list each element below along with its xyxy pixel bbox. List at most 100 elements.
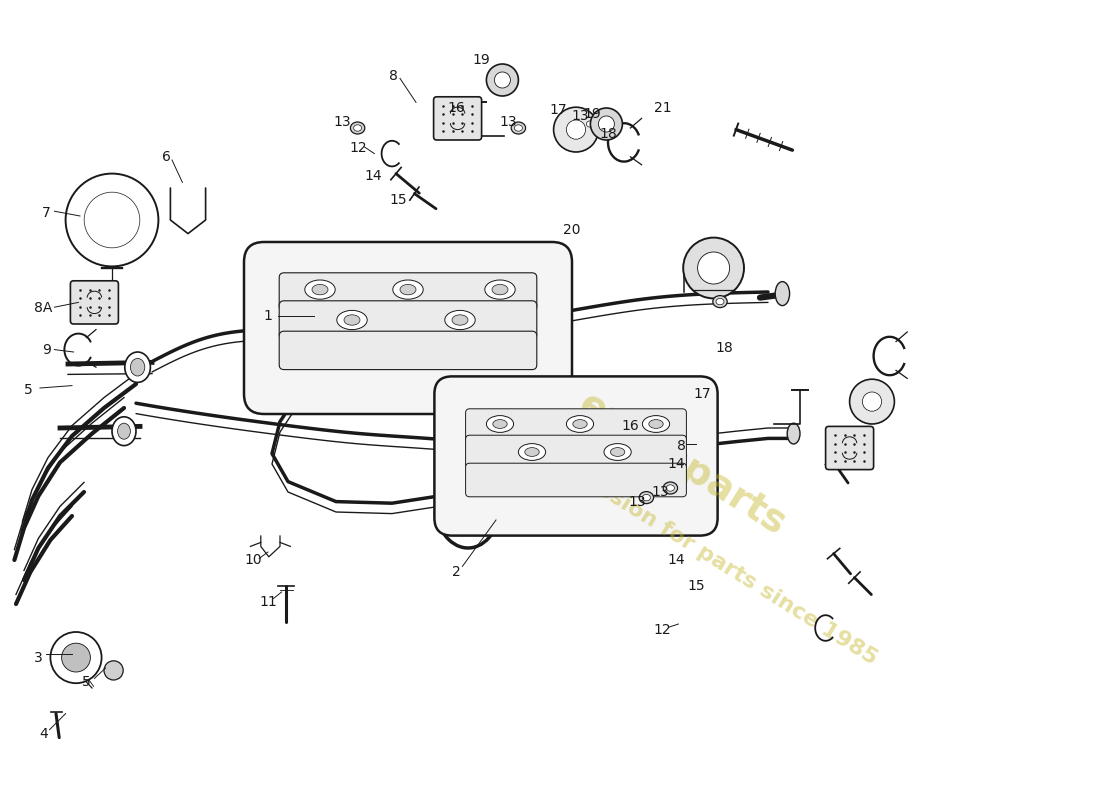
Ellipse shape <box>393 280 424 299</box>
Ellipse shape <box>604 443 631 460</box>
Text: 14: 14 <box>668 457 685 471</box>
Ellipse shape <box>351 122 365 134</box>
Text: 13: 13 <box>571 109 588 123</box>
Ellipse shape <box>444 310 475 330</box>
Ellipse shape <box>118 423 131 439</box>
Circle shape <box>591 108 623 140</box>
Ellipse shape <box>112 417 136 446</box>
Text: 2: 2 <box>452 565 461 579</box>
Text: eurosparts: eurosparts <box>571 385 793 543</box>
Ellipse shape <box>305 280 336 299</box>
Ellipse shape <box>485 280 515 299</box>
Ellipse shape <box>486 416 514 432</box>
Text: 17: 17 <box>694 386 712 401</box>
FancyBboxPatch shape <box>279 273 537 311</box>
Ellipse shape <box>573 419 587 429</box>
Text: 15: 15 <box>389 193 407 207</box>
FancyBboxPatch shape <box>465 435 686 469</box>
FancyBboxPatch shape <box>826 426 873 470</box>
Ellipse shape <box>649 419 663 429</box>
Text: 17: 17 <box>550 103 568 118</box>
FancyBboxPatch shape <box>433 97 482 140</box>
Text: 14: 14 <box>668 553 685 567</box>
Text: 9: 9 <box>42 343 51 358</box>
Ellipse shape <box>639 491 653 504</box>
Text: 20: 20 <box>563 223 581 238</box>
Ellipse shape <box>566 416 594 432</box>
Text: 13: 13 <box>628 495 646 510</box>
FancyBboxPatch shape <box>279 331 537 370</box>
Circle shape <box>104 661 123 680</box>
Text: 12: 12 <box>653 622 671 637</box>
Ellipse shape <box>452 314 468 326</box>
Circle shape <box>553 107 598 152</box>
Text: 14: 14 <box>364 169 382 183</box>
Circle shape <box>62 643 90 672</box>
Circle shape <box>862 392 881 411</box>
Ellipse shape <box>525 448 539 456</box>
Ellipse shape <box>667 485 674 491</box>
Text: 18: 18 <box>600 127 617 142</box>
Ellipse shape <box>788 423 800 444</box>
Text: 5: 5 <box>24 383 33 398</box>
Ellipse shape <box>663 482 678 494</box>
Circle shape <box>598 116 615 132</box>
Circle shape <box>566 120 585 139</box>
Text: 10: 10 <box>244 553 262 567</box>
Text: 8A: 8A <box>34 301 53 315</box>
Ellipse shape <box>642 416 670 432</box>
Circle shape <box>697 252 729 284</box>
Text: 1: 1 <box>264 309 273 323</box>
Ellipse shape <box>713 296 727 308</box>
Text: 11: 11 <box>260 594 277 609</box>
Circle shape <box>494 72 510 88</box>
Ellipse shape <box>131 358 145 376</box>
Circle shape <box>51 632 101 683</box>
Text: 19: 19 <box>583 106 601 121</box>
Ellipse shape <box>776 282 790 306</box>
Ellipse shape <box>492 284 508 294</box>
Text: 21: 21 <box>653 101 671 115</box>
Ellipse shape <box>642 494 650 501</box>
FancyBboxPatch shape <box>465 409 686 442</box>
Ellipse shape <box>493 419 507 429</box>
Ellipse shape <box>716 298 724 305</box>
Text: 5: 5 <box>82 674 91 689</box>
Text: 8: 8 <box>389 69 398 83</box>
Text: 19: 19 <box>473 53 491 67</box>
Text: 13: 13 <box>651 485 669 499</box>
Ellipse shape <box>512 122 526 134</box>
Ellipse shape <box>518 443 546 460</box>
Text: 18: 18 <box>715 341 733 355</box>
Text: 3: 3 <box>34 650 43 665</box>
FancyBboxPatch shape <box>279 301 537 339</box>
Ellipse shape <box>400 284 416 294</box>
Text: 13: 13 <box>499 114 517 129</box>
Ellipse shape <box>353 125 362 131</box>
Text: 12: 12 <box>350 141 367 155</box>
Ellipse shape <box>586 121 594 127</box>
Ellipse shape <box>344 314 360 326</box>
FancyBboxPatch shape <box>70 281 119 324</box>
Text: 15: 15 <box>688 578 705 593</box>
Text: 7: 7 <box>42 206 51 220</box>
Ellipse shape <box>337 310 367 330</box>
FancyBboxPatch shape <box>465 463 686 497</box>
FancyBboxPatch shape <box>434 377 717 536</box>
Circle shape <box>683 238 744 298</box>
Ellipse shape <box>515 125 522 131</box>
Text: 4: 4 <box>39 727 47 742</box>
Ellipse shape <box>610 448 625 456</box>
Ellipse shape <box>583 118 597 130</box>
Ellipse shape <box>124 352 151 382</box>
Text: 8: 8 <box>678 439 686 454</box>
Text: 16: 16 <box>447 101 465 115</box>
Text: a passion for parts since 1985: a passion for parts since 1985 <box>549 451 881 669</box>
Text: 13: 13 <box>333 114 351 129</box>
Ellipse shape <box>312 284 328 294</box>
FancyBboxPatch shape <box>244 242 572 414</box>
Circle shape <box>486 64 518 96</box>
Text: 6: 6 <box>162 150 170 164</box>
Circle shape <box>849 379 894 424</box>
Text: 16: 16 <box>621 418 639 433</box>
